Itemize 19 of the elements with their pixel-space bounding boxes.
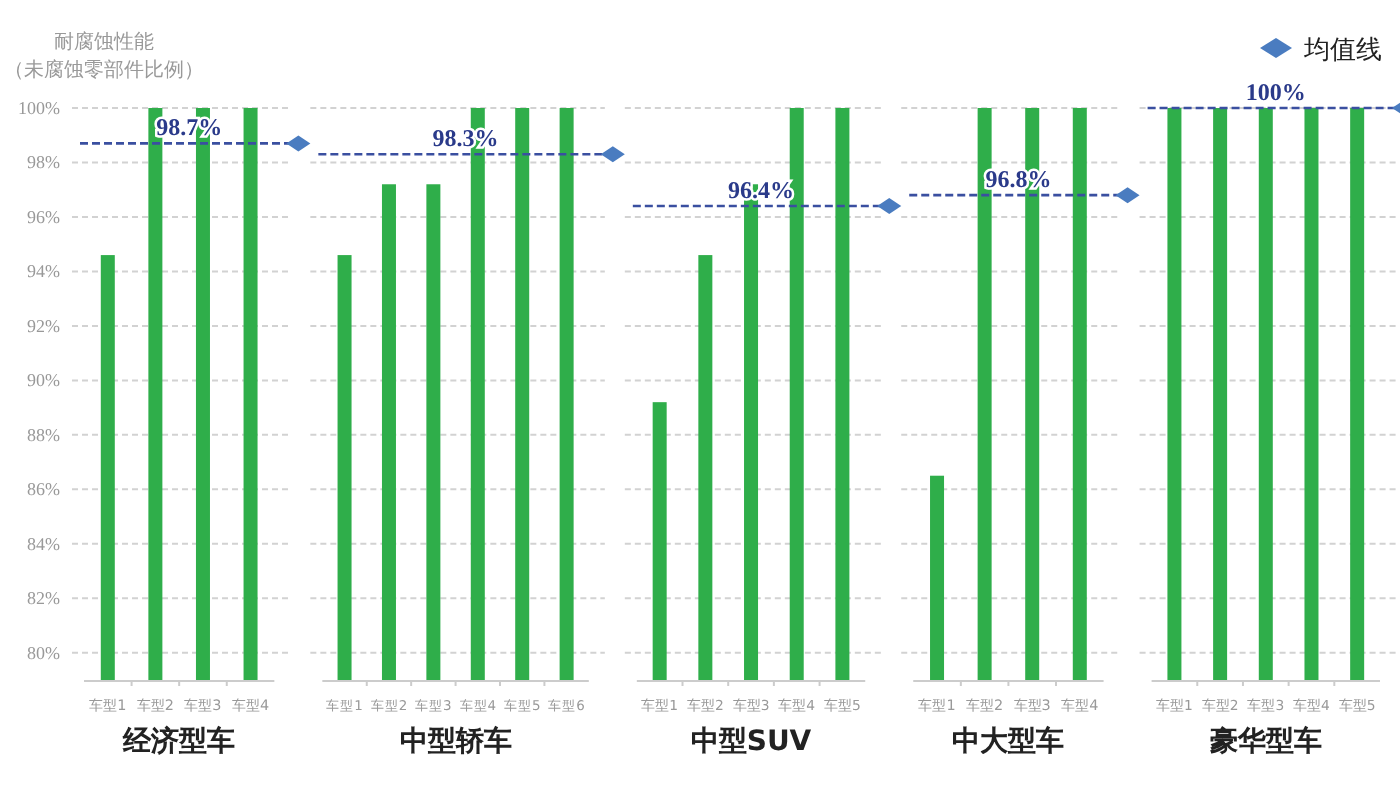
text: 豪华型车 — [1207, 724, 1322, 758]
y-tick-label: 86% — [27, 479, 61, 500]
y-tick-label: 88% — [27, 424, 61, 445]
legend-title: 均值线 — [1302, 36, 1382, 66]
text: 中型SUV — [690, 726, 812, 758]
text: 中大型车 — [952, 724, 1065, 758]
y-tick-label: 82% — [27, 588, 61, 609]
y-axis-title: 耐腐蚀性能（未腐蚀零部件比例） — [4, 30, 204, 82]
y-tick-label: 100% — [18, 98, 61, 118]
y-tick-label: 80% — [27, 642, 61, 663]
y-tick-label: 96% — [27, 206, 61, 227]
y-tick-label: 98% — [27, 152, 61, 173]
y-tick-label: 90% — [27, 370, 61, 391]
ref-line-label: 100% — [1245, 78, 1306, 106]
y-tick-label: 94% — [27, 261, 61, 282]
text: 中型轿车 — [399, 724, 512, 758]
text: 经济型车 — [121, 724, 236, 758]
y-tick-label: 84% — [27, 533, 61, 554]
y-tick-label: 92% — [27, 315, 61, 336]
